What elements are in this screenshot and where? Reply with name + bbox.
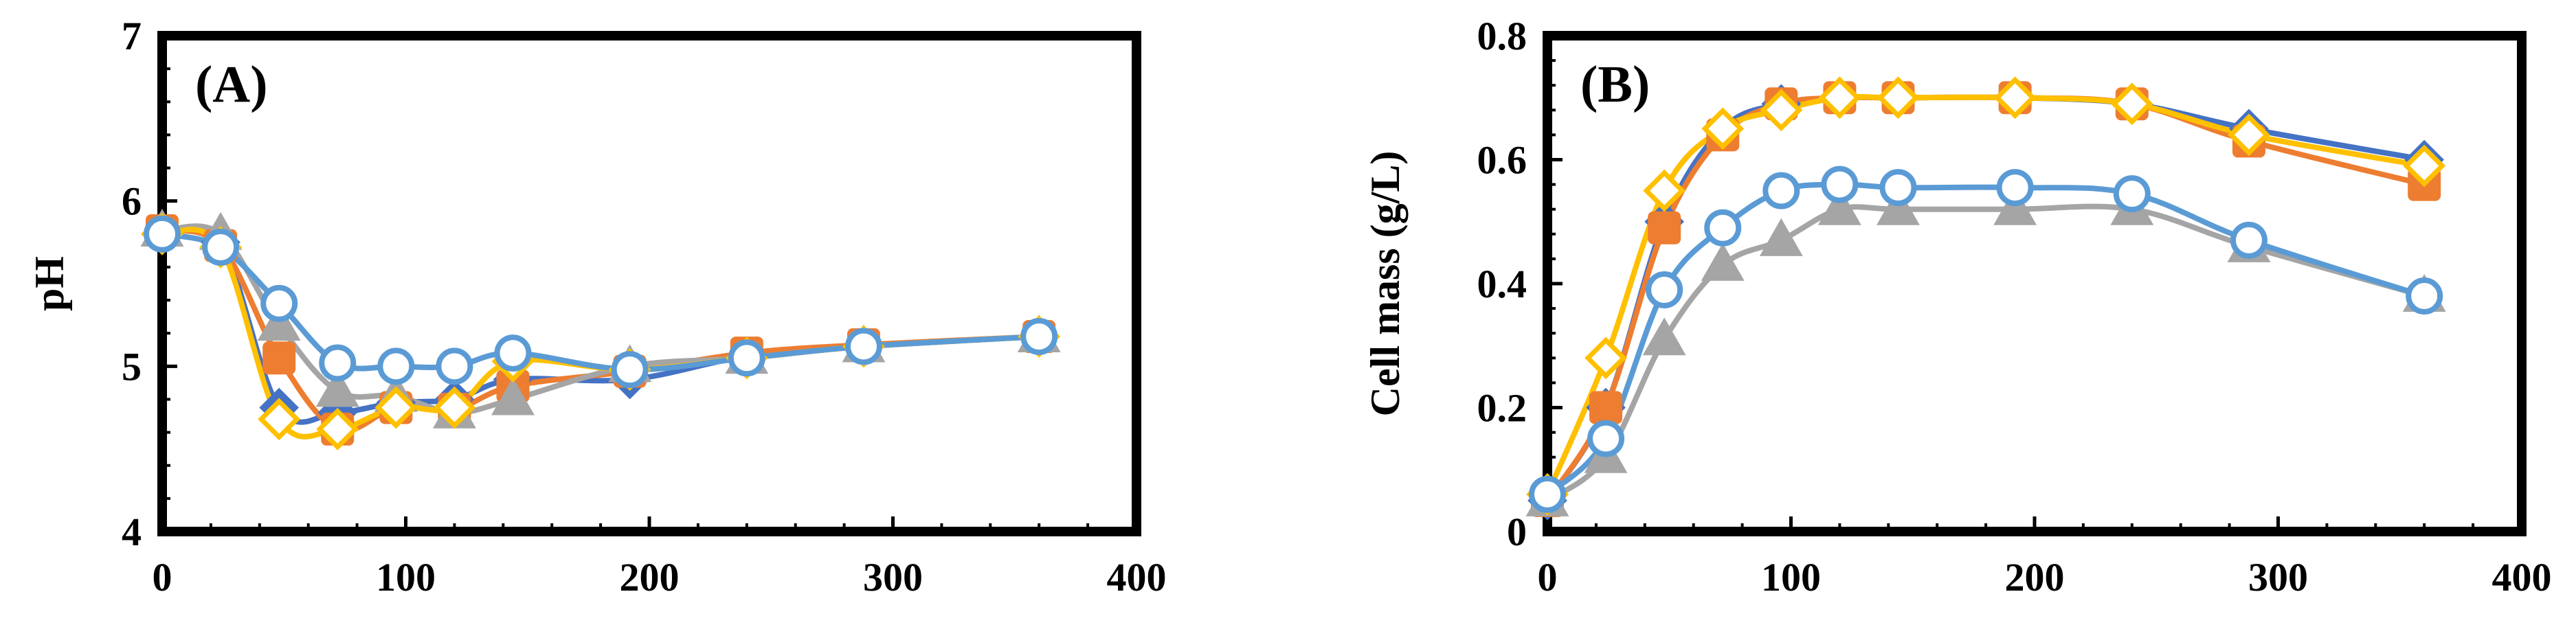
panel-b-series-2-point: [1589, 391, 1623, 424]
panel-b-series-5-point: [1704, 209, 1742, 247]
panel-b-label: (B): [1580, 56, 1650, 113]
panel-b-series-3-line: [1545, 203, 2428, 503]
panel-b-series-3-point: [1993, 187, 2037, 225]
panel-b-x-tick-label: 200: [2005, 555, 2065, 600]
panel-a-series-5-point: [260, 284, 298, 322]
panel-b-series-4-point: [1643, 169, 1686, 212]
panel-b-series-4-point: [1818, 76, 1861, 119]
panel-a-y-tick-labels: 4 5 6 7: [122, 14, 142, 554]
panel-b-y-tick-label: 0: [1507, 510, 1527, 554]
panel-b-series-3-point: [1759, 218, 1803, 256]
panel-a-y-tick-label: 6: [122, 179, 142, 224]
panel-b-series-5-point: [1821, 166, 1859, 203]
panel-b-y-axis-title: Cell mass (g/L): [1363, 151, 1408, 417]
panel-a-y-tick-label: 4: [122, 510, 142, 554]
panel-b-series-5-point: [1529, 475, 1566, 513]
panel-b-series-5-point: [1587, 420, 1625, 457]
panel-a-series-5-point: [144, 215, 181, 253]
panel-b-series-4-point: [2228, 113, 2270, 157]
panel-b-series-4-point: [1760, 89, 1803, 132]
panel-b-y-tick-label: 0.8: [1477, 14, 1527, 58]
panel-a-series-3-point: [315, 369, 359, 407]
panel-b-series-5-points: [1529, 166, 2443, 513]
panel-a-series-4-point: [433, 386, 476, 429]
panel-b-series-5-point: [1762, 172, 1800, 209]
panel-b-chart: 0 0.2 0.4 0.6 0.8 0 100 200 300 400 (B) Cell mas…: [1363, 14, 2552, 600]
panel-b-series-3-point: [1701, 242, 1745, 281]
panel-b-series-markers: [1525, 76, 2446, 521]
panel-b-series-4-point: [1584, 337, 1628, 380]
panel-b-x-tick-label: 100: [1761, 555, 1821, 600]
panel-a-series-4-point: [258, 398, 301, 441]
panel-a-y-tick-label: 7: [122, 14, 142, 58]
panel-a-x-tick-labels: 0 100 200 300 400: [153, 555, 1167, 600]
panel-b-x-tick-label: 300: [2248, 555, 2308, 600]
panel-a-plot-frame: [157, 31, 1141, 536]
panel-b-series-5-point: [1646, 271, 1683, 309]
panel-a-series-5-point: [1020, 318, 1058, 356]
panel-a-ticks: [160, 34, 1139, 534]
panel-b-series-2-point: [1648, 211, 1681, 244]
panel-b-series-4-points: [1526, 76, 2446, 516]
panel-b-y-tick-label: 0.4: [1477, 262, 1527, 306]
panel-b-series-3-point: [1642, 317, 1686, 356]
panel-b-series-5-point: [1879, 169, 1917, 207]
panel-a-x-tick-label: 200: [620, 555, 680, 600]
panel-a-series-3-point: [257, 303, 301, 341]
panel-b-x-tick-label: 0: [1538, 555, 1558, 600]
panel-a-series-5-point: [728, 339, 765, 377]
panel-a-series-5-point: [377, 348, 415, 385]
panel-a-x-tick-label: 400: [1107, 555, 1167, 600]
panel-a-x-tick-label: 300: [863, 555, 923, 600]
panel-b-series-3-point: [1817, 187, 1861, 225]
panel-a-series-5-points: [144, 215, 1058, 389]
panel-b-series-4-point: [1877, 76, 1920, 119]
panel-a-series-5-point: [611, 351, 649, 389]
panel-a-series-5-point: [319, 344, 357, 382]
panel-a-series-5-point: [202, 229, 240, 266]
panel-a-y-tick-label: 5: [122, 344, 142, 389]
panel-a-series-4-point: [374, 386, 418, 429]
panel-a-series-3-point: [491, 377, 535, 415]
panel-a-series-5-point: [436, 348, 473, 385]
panel-b-series-4-point: [1993, 76, 2037, 119]
panel-b-series-5-point: [2113, 175, 2151, 213]
panel-b-x-tick-labels: 0 100 200 300 400: [1538, 555, 2552, 600]
panel-a-series-5-point: [494, 334, 532, 372]
panel-b-y-tick-label: 0.6: [1477, 138, 1527, 183]
panel-b-y-tick-labels: 0 0.2 0.4 0.6 0.8: [1477, 14, 1527, 554]
panel-a-series-markers: [140, 208, 1061, 451]
panel-b-series-3-point: [1877, 187, 1920, 225]
panel-a-y-axis-title: pH: [27, 256, 72, 311]
panel-b-x-tick-label: 400: [2492, 555, 2552, 600]
panel-a-x-tick-label: 100: [376, 555, 436, 600]
panel-a-label: (A): [195, 56, 268, 113]
panel-a-chart: 4 5 6 7 0 100 200 300 400 (A) pH: [27, 14, 1167, 600]
panel-b-y-tick-label: 0.2: [1477, 386, 1527, 431]
panel-a-series-2-point: [262, 341, 296, 375]
panel-a-series-2-line: [159, 228, 1042, 433]
panel-b-series-4-point: [2110, 82, 2153, 126]
panel-b-series-5-point: [1996, 169, 2034, 207]
panel-a-series-5-point: [844, 328, 882, 365]
panel-b-plot-frame: [1543, 31, 2527, 536]
panel-b-series-5-point: [2230, 221, 2267, 259]
panel-a-series-4-point: [316, 407, 359, 451]
panel-b-series-5-point: [2406, 277, 2443, 315]
panel-b-series-4-point: [2403, 144, 2446, 187]
panel-b-series-4-point: [1701, 107, 1745, 150]
panel-a-x-tick-label: 0: [153, 555, 172, 600]
